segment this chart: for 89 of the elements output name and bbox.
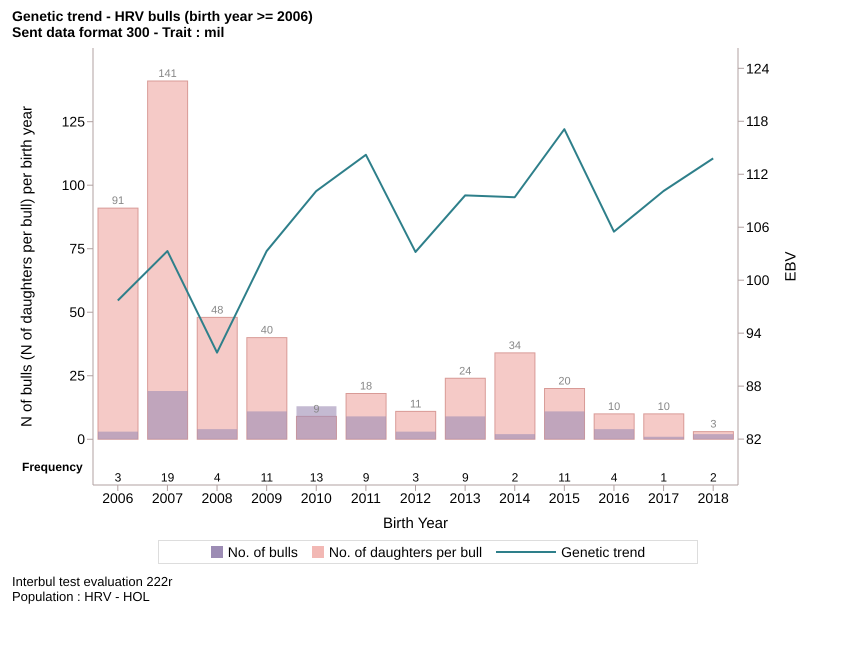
- data-label: 34: [508, 340, 522, 352]
- bar: [98, 208, 138, 440]
- bar: [246, 411, 287, 440]
- data-label: 13: [310, 470, 324, 484]
- bar: [196, 316, 238, 440]
- bar: [147, 80, 188, 440]
- bar: [544, 388, 586, 440]
- x-tick-label: 2012: [400, 490, 432, 506]
- bar: [197, 429, 238, 440]
- x-tick-label: 2008: [201, 490, 233, 506]
- bar: [494, 434, 535, 440]
- data-label: 3: [114, 470, 122, 484]
- data-label: 3: [710, 418, 716, 431]
- x-tick-label: 2017: [648, 490, 680, 506]
- data-label: 11: [260, 470, 274, 484]
- bar: [692, 431, 734, 440]
- data-label: 9: [313, 403, 320, 416]
- bar: [296, 416, 337, 440]
- data-label: 1: [660, 470, 668, 484]
- y2-tick-label: 100: [746, 272, 770, 288]
- data-label: 4: [610, 470, 618, 484]
- y-tick-label: 0: [77, 431, 86, 448]
- y2-tick-label: 88: [746, 378, 762, 394]
- data-label: 11: [558, 470, 572, 484]
- bar: [644, 436, 684, 440]
- x-tick-label: 2013: [450, 490, 481, 506]
- legend-label: No. of daughters per bull: [328, 544, 482, 560]
- bar: [594, 429, 634, 440]
- bar: [296, 406, 336, 440]
- y-tick-label: 50: [69, 304, 86, 320]
- x-tick-label: 2016: [598, 490, 630, 506]
- data-label: 10: [608, 400, 620, 413]
- x-tick-label: 2014: [499, 490, 531, 506]
- data-label: 18: [360, 380, 372, 393]
- x-tick-label: 2006: [102, 490, 134, 506]
- legend-label: No. of bulls: [226, 544, 298, 560]
- data-label: 2: [710, 470, 718, 484]
- y-tick-label: 75: [69, 240, 86, 257]
- data-label: 11: [410, 398, 422, 410]
- data-label: 48: [211, 304, 224, 316]
- bar: [346, 416, 386, 440]
- y-tick-label: 100: [62, 177, 86, 194]
- bar: [594, 413, 635, 440]
- y2-tick-label: 106: [746, 219, 770, 236]
- y-tick-label: 125: [62, 114, 86, 130]
- data-label: 40: [260, 324, 273, 337]
- data-label: 2: [512, 470, 519, 484]
- data-label: 24: [459, 365, 472, 378]
- data-label: 4: [214, 470, 221, 484]
- bar: [395, 410, 436, 440]
- y2-tick-label: 82: [746, 431, 762, 448]
- chart-subtitle: Sent data format 300 - Trait : mil: [12, 24, 226, 40]
- data-label: 19: [160, 470, 175, 484]
- legend-label: Genetic trend: [560, 544, 646, 560]
- y2-tick-label: 124: [746, 60, 770, 76]
- x-tick-label: 2018: [698, 490, 729, 506]
- bar: [396, 432, 436, 440]
- y-axis-title: N of bulls (N of daughters per bull) per birth year: [18, 106, 36, 427]
- x-tick-label: 2015: [548, 490, 580, 506]
- x-tick-label: 2009: [251, 490, 282, 506]
- y2-tick-label: 118: [746, 113, 769, 130]
- bar: [544, 411, 585, 440]
- bar: [148, 390, 188, 440]
- data-label: 3: [412, 470, 420, 484]
- bar: [246, 337, 288, 440]
- data-label: 20: [558, 375, 571, 388]
- bar: [98, 432, 138, 440]
- y2-axis-title: EBV: [782, 251, 800, 282]
- data-label: 9: [462, 470, 469, 484]
- y2-tick-label: 112: [746, 166, 769, 182]
- bar: [444, 378, 486, 440]
- bar: [643, 413, 684, 440]
- y-tick-label: 25: [69, 368, 86, 384]
- y2-tick-label: 94: [746, 325, 762, 342]
- text: Frequency: [22, 460, 83, 474]
- chart-title: Genetic trend - HRV bulls (birth year >= 2006): [12, 8, 314, 24]
- data-label: 9: [362, 470, 370, 484]
- bar: [445, 416, 486, 440]
- text: Interbul test evaluation 222r: [12, 574, 174, 589]
- data-label: 91: [112, 195, 124, 208]
- x-tick-label: 2007: [152, 490, 184, 506]
- x-tick-label: 2011: [350, 490, 382, 506]
- x-axis-title: Birth Year: [382, 515, 448, 532]
- x-tick-label: 2010: [300, 490, 332, 506]
- data-label: 141: [158, 68, 177, 80]
- data-label: 10: [658, 400, 670, 413]
- text: Population : HRV - HOL: [12, 589, 151, 604]
- bar: [346, 393, 387, 440]
- bar: [494, 352, 536, 440]
